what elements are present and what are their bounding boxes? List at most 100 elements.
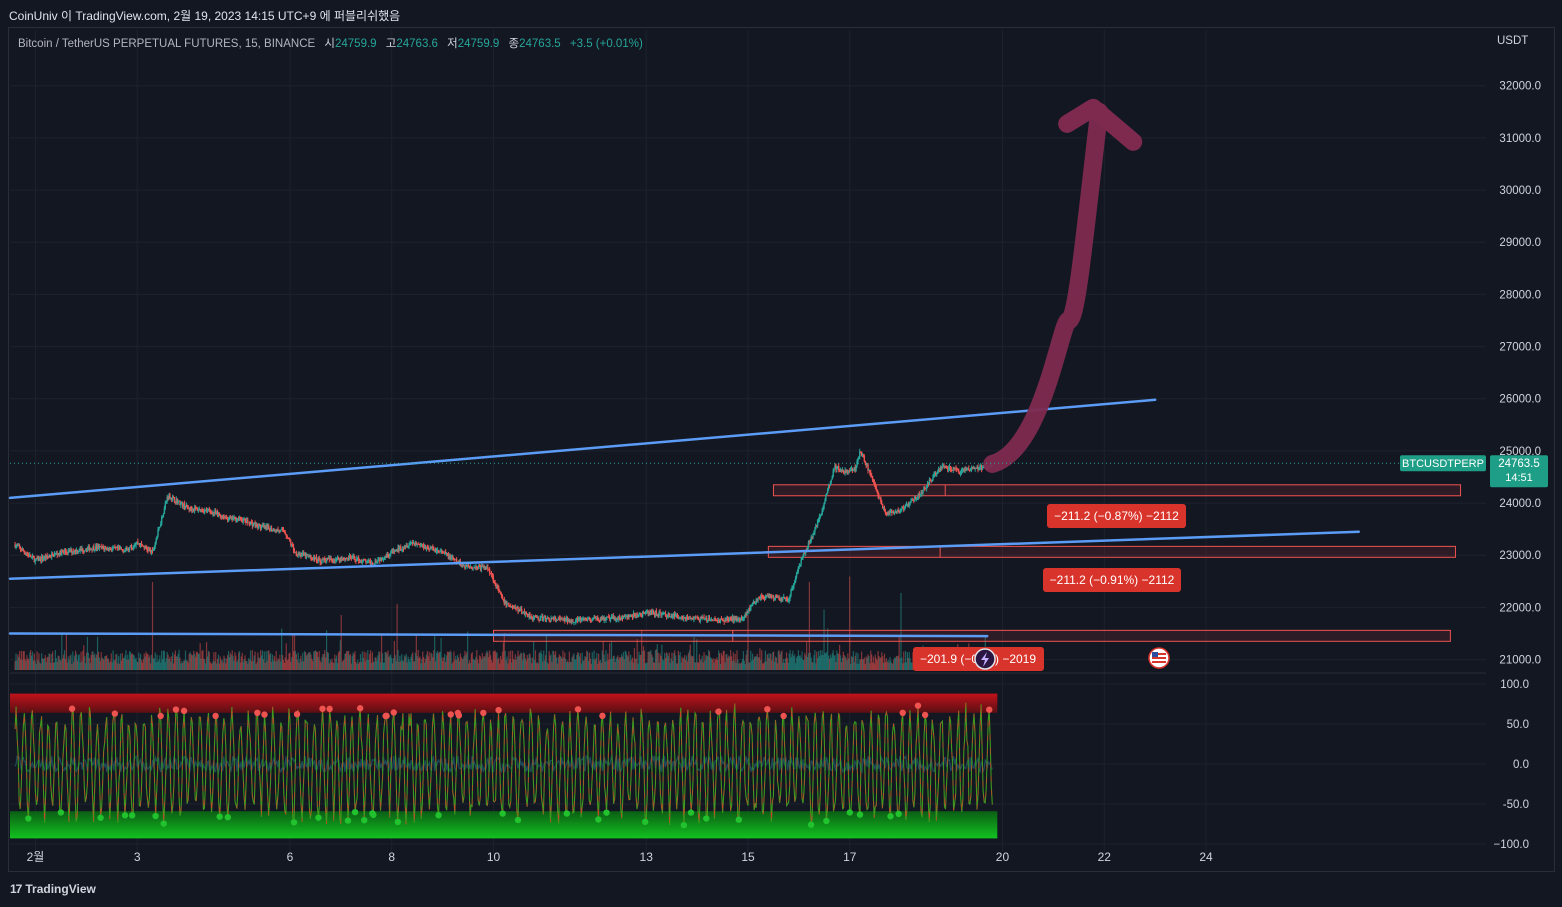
volume-bar: [653, 662, 655, 670]
candle-body: [877, 491, 879, 497]
volume-bar: [74, 650, 77, 670]
candle-body: [179, 500, 181, 506]
volume-bar: [118, 663, 121, 670]
candle-body: [511, 605, 514, 608]
volume-bar: [199, 643, 201, 670]
trendline-1[interactable]: [8, 398, 1157, 500]
candle-body: [865, 463, 867, 467]
candle-body: [918, 493, 921, 497]
candle-body: [488, 569, 491, 574]
signal-dot: [261, 711, 268, 718]
candle-body: [621, 618, 624, 619]
volume-bar: [903, 651, 905, 670]
candle-body: [160, 523, 162, 527]
candle-body: [956, 468, 958, 470]
candle-body: [184, 507, 187, 509]
volume-bar: [786, 658, 788, 670]
volume-bar: [645, 663, 647, 670]
candle-body: [541, 616, 543, 618]
symbol-legend: Bitcoin / TetherUS PERPETUAL FUTURES, 15…: [18, 35, 643, 51]
volume-bar: [572, 655, 574, 670]
volume-bar: [86, 636, 89, 670]
candle-body: [147, 549, 149, 551]
candle-body: [227, 519, 230, 521]
volume-bar: [265, 651, 267, 670]
footer-brand[interactable]: 17 TradingView: [10, 882, 96, 896]
candle-body: [896, 509, 899, 513]
candle-body: [219, 515, 222, 517]
volume-bar: [143, 653, 145, 670]
candle-body: [411, 542, 413, 544]
volume-bar: [810, 657, 812, 670]
volume-bar: [313, 651, 315, 670]
volume-bar: [212, 661, 214, 670]
volume-bar: [364, 661, 366, 670]
candle-body: [485, 566, 487, 569]
candle-body: [335, 557, 338, 560]
arrow-shaft[interactable]: [983, 102, 1109, 473]
volume-bar: [400, 661, 402, 670]
candle-body: [506, 602, 508, 606]
volume-bar: [98, 657, 100, 670]
volume-bar: [695, 662, 697, 670]
volume-bar: [500, 659, 503, 670]
volume-bar: [378, 651, 380, 670]
candle-body: [395, 549, 397, 551]
candle-body: [51, 553, 54, 555]
volume-bar: [656, 644, 658, 670]
candle-body: [190, 506, 192, 509]
trendline-2[interactable]: [8, 530, 1361, 580]
candle-body: [73, 551, 75, 553]
volume-bar: [390, 654, 392, 670]
volume-bar: [742, 651, 745, 670]
arrow-head[interactable]: [1058, 98, 1143, 151]
volume-bar: [137, 662, 139, 670]
signal-dot: [57, 809, 65, 816]
volume-bar: [190, 653, 192, 670]
symbol-tag[interactable]: [1400, 455, 1486, 472]
candle-body: [943, 466, 945, 468]
measure-label-box[interactable]: [1043, 568, 1181, 592]
candle-body: [418, 544, 420, 545]
volume-bar: [782, 662, 784, 670]
symbol-name[interactable]: Bitcoin / TetherUS PERPETUAL FUTURES, 15…: [18, 38, 316, 50]
last-price-tag[interactable]: [1490, 455, 1548, 488]
volume-bar: [816, 651, 818, 670]
candle-body: [610, 616, 613, 619]
candle-body: [941, 466, 943, 469]
volume-bar: [471, 652, 473, 670]
candle-body: [115, 547, 117, 548]
projection-arrow[interactable]: [983, 98, 1143, 473]
candle-body: [357, 557, 359, 559]
volume-bar: [304, 652, 307, 670]
candle-body: [171, 496, 174, 500]
measure-zone-1[interactable]: [772, 484, 1462, 497]
candle-body: [771, 596, 773, 598]
volume-bar: [328, 663, 330, 670]
volume-bar: [427, 656, 429, 670]
volume-bar: [291, 657, 293, 670]
trendlines[interactable]: [8, 398, 1361, 638]
candle-body: [710, 619, 713, 621]
candle-body: [588, 618, 591, 620]
candle-body: [850, 467, 853, 469]
volume-bar: [478, 663, 480, 670]
measure-label-box[interactable]: [1047, 504, 1186, 528]
volume-bar: [383, 662, 385, 670]
trendline-3[interactable]: [8, 632, 989, 638]
volume-bar: [92, 651, 94, 670]
candle-body: [608, 616, 610, 618]
volume-bar: [489, 650, 491, 670]
candle-body: [689, 618, 691, 620]
volume-bar: [262, 659, 264, 670]
candle-body: [652, 611, 655, 614]
candle-body: [180, 503, 182, 506]
volume-bar: [827, 628, 829, 670]
candle-body: [267, 526, 269, 528]
candle-body: [890, 510, 892, 512]
candle-body: [916, 497, 919, 498]
volume-bar: [115, 654, 117, 670]
candle-body: [354, 558, 356, 560]
candle-body: [835, 464, 837, 470]
